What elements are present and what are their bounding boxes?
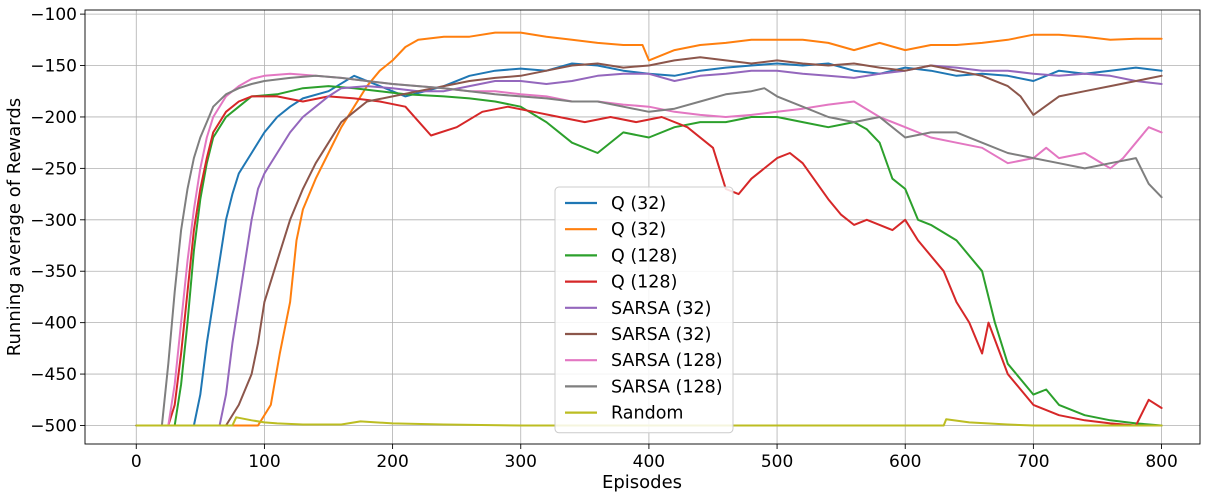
x-tick-label: 300: [505, 452, 537, 472]
legend-label: Q (128): [611, 246, 677, 266]
series-line-5: [135, 56, 1163, 427]
series-line-4: [135, 64, 1163, 427]
x-tick-label: 0: [131, 452, 142, 472]
x-axis: 0 100 200 300 400 500 600 700 800: [131, 444, 1178, 472]
legend: Q (32) Q (32) Q (128) Q (128) SARSA (32) SARS…: [554, 186, 734, 434]
legend-label: Q (32): [611, 194, 666, 214]
x-tick-label: 100: [248, 452, 280, 472]
series-line-7: [135, 74, 1163, 427]
y-tick-label: −250: [30, 159, 77, 179]
x-tick-label: 700: [1017, 452, 1049, 472]
series-line-1: [135, 31, 1163, 427]
y-tick-label: −500: [30, 416, 77, 436]
series-line-2: [135, 85, 1163, 427]
plot-frame: [84, 9, 1201, 445]
x-tick-label: 500: [761, 452, 793, 472]
y-tick-label: −200: [30, 108, 77, 128]
x-tick-label: 800: [1145, 452, 1177, 472]
legend-label: SARSA (32): [611, 299, 711, 319]
y-tick-label: −400: [30, 314, 77, 334]
legend-label: Random: [611, 404, 683, 424]
y-tick-label: −150: [30, 57, 77, 77]
x-tick-label: 600: [889, 452, 921, 472]
y-tick-label: −100: [30, 5, 77, 25]
series-line-3: [135, 95, 1163, 427]
y-axis: −500 −450 −400 −350 −300 −250 −200 −150 −100: [30, 5, 85, 436]
y-tick-label: −450: [30, 365, 77, 385]
y-tick-label: −350: [30, 262, 77, 282]
legend-box: [554, 186, 734, 434]
legend-label: SARSA (128): [611, 377, 723, 397]
x-tick-label: 400: [633, 452, 665, 472]
legend-label: Q (128): [611, 273, 677, 293]
x-tick-label: 200: [376, 452, 408, 472]
y-axis-label: Running average of Rewards: [4, 98, 25, 356]
series-line-0: [135, 62, 1163, 427]
series-lines: [135, 31, 1163, 427]
legend-label: SARSA (32): [611, 325, 711, 345]
y-tick-label: −300: [30, 211, 77, 231]
x-axis-label: Episodes: [602, 472, 682, 493]
legend-label: SARSA (128): [611, 351, 723, 371]
legend-label: Q (32): [611, 220, 666, 240]
series-line-8: [135, 416, 1163, 427]
